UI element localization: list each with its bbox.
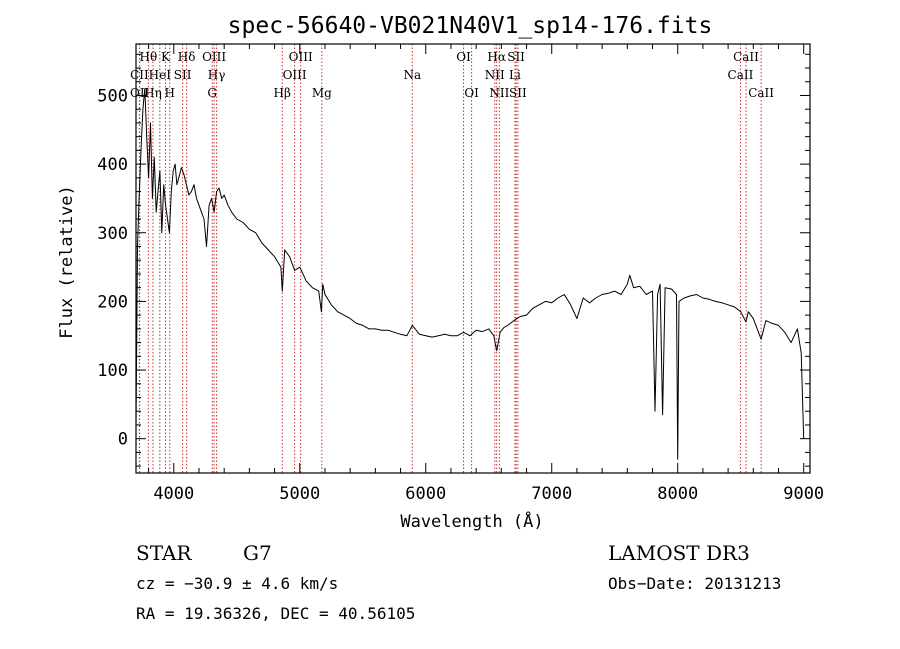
spectral-line-label: G [207,86,217,100]
chart-title: spec-56640-VB021N40V1_sp14-176.fits [228,13,713,39]
y-tick-label: 500 [97,86,128,106]
object-subclass: G7 [243,541,272,565]
spectral-line-label: Hη [144,86,162,100]
spectral-line-label: SII [174,68,192,82]
spectral-line-label: OI [456,50,471,64]
y-tick-label: 100 [97,361,128,381]
y-tick-label: 300 [97,224,128,244]
spectral-line-label: OIII [289,50,313,64]
spectral-line-label: CII [130,68,149,82]
survey-name: LAMOST DR3 [608,541,750,565]
spectral-line-markers [138,44,762,473]
spectral-line-label: OI [464,86,479,100]
plot-frame [135,43,811,474]
y-tick-label: 0 [118,430,128,450]
spectral-line-label: CaII [748,86,774,100]
spectral-line-label: K [161,50,171,64]
x-axis-ticks: 4000 5000 6000 7000 8000 9000 [148,44,824,504]
spectral-line-label: Mg [312,86,332,100]
spectral-line-label: HeI [149,68,172,82]
x-axis-label: Wavelength (Å) [400,510,543,532]
spectral-line-label: Na [403,68,421,82]
x-tick-label: 8000 [657,484,698,504]
spectral-line-label: Li [509,68,521,82]
spectral-line-label: OIII [202,50,226,64]
x-tick-label: 6000 [405,484,446,504]
coordinates: RA = 19.36326, DEC = 40.56105 [136,604,415,623]
y-tick-label: 200 [97,292,128,312]
x-tick-label: 7000 [531,484,572,504]
spectral-line-label: CaII [733,50,759,64]
spectral-line-label: OIII [283,68,307,82]
spectral-line-label: Hβ [274,86,291,100]
spectral-line-label: NII [489,86,509,100]
y-axis-label: Flux (relative) [57,185,77,339]
spectral-line-label: Hα [487,50,506,64]
spectral-line-label: SII [507,50,525,64]
spectral-line-label: Hθ [139,50,157,64]
object-class: STAR [136,541,192,565]
spectrum-line-flux [135,88,805,460]
y-tick-label: 400 [97,155,128,175]
x-tick-label: 5000 [279,484,320,504]
redshift-cz: cz = −30.9 ± 4.6 km/s [136,574,338,593]
x-tick-label: 4000 [153,484,194,504]
spectral-line-label: H [165,86,175,100]
x-tick-label: 9000 [783,484,824,504]
spectral-line-label: SII [509,86,527,100]
spectral-line-label: Hγ [208,68,226,82]
spectral-line-label: CaII [728,68,754,82]
observation-date: Obs−Date: 20131213 [608,574,781,593]
y-axis-ticks: 0 100 200 300 400 500 [97,53,810,467]
spectrum-series [135,88,805,460]
spectral-line-label: Hδ [178,50,196,64]
spectral-line-label: NII [485,68,505,82]
